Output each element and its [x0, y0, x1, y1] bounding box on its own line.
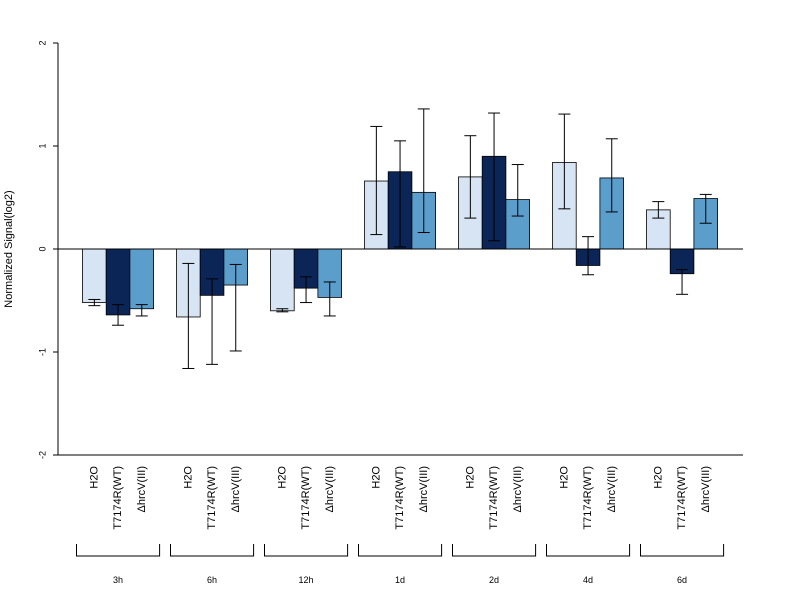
group-bracket — [358, 544, 443, 557]
group-label: 1d — [395, 575, 405, 585]
y-tick-label: 1 — [37, 143, 47, 148]
bar-category-label: H2O — [464, 466, 476, 489]
bar-category-label: T7174R(WT) — [206, 466, 218, 530]
group-bracket — [452, 544, 537, 557]
bar-category-label: T7174R(WT) — [394, 466, 406, 530]
bar-category-label: T7174R(WT) — [676, 466, 688, 530]
group-bracket — [546, 544, 631, 557]
bar-category-label: T7174R(WT) — [300, 466, 312, 530]
bar-category-label: T7174R(WT) — [112, 466, 124, 530]
bar-category-label: ΔhrcV(III) — [606, 466, 618, 512]
y-tick-label: 2 — [37, 40, 47, 45]
bar — [270, 248, 295, 312]
bar — [129, 248, 154, 310]
bar-category-label: H2O — [182, 466, 194, 489]
bar-category-label: H2O — [276, 466, 288, 489]
bars-layer — [58, 108, 743, 369]
bar-category-label: H2O — [652, 466, 664, 489]
y-tick-label: -1 — [37, 348, 47, 356]
bar-category-label: H2O — [558, 466, 570, 489]
group-bracket — [640, 544, 725, 557]
y-axis-title: Normalized Signal(log2) — [3, 190, 15, 307]
y-tick-label: -2 — [37, 451, 47, 459]
group-label: 12h — [299, 575, 314, 585]
group-label: 3h — [113, 575, 123, 585]
group-bracket — [264, 544, 349, 557]
group-label: 6d — [677, 575, 687, 585]
bar-category-label: T7174R(WT) — [582, 466, 594, 530]
bar-category-label: ΔhrcV(III) — [700, 466, 712, 512]
y-tick-label: 0 — [37, 246, 47, 251]
bar-category-label: ΔhrcV(III) — [324, 466, 336, 512]
bar-category-label: H2O — [370, 466, 382, 489]
bar-category-label: T7174R(WT) — [488, 466, 500, 530]
bar-category-label: H2O — [88, 466, 100, 489]
bar-category-label: ΔhrcV(III) — [512, 466, 524, 512]
group-bracket — [76, 544, 161, 557]
group-label: 6h — [207, 575, 217, 585]
bar-category-label: ΔhrcV(III) — [230, 466, 242, 512]
bar-category-label: ΔhrcV(III) — [418, 466, 430, 512]
bar — [82, 248, 107, 303]
group-label: 2d — [489, 575, 499, 585]
group-bracket — [170, 544, 255, 557]
group-label: 4d — [583, 575, 593, 585]
bar-category-label: ΔhrcV(III) — [136, 466, 148, 512]
labels-layer: H2O T7174R(WT) ΔhrcV(III) 3h H2O T7174R(WT) Δh… — [76, 466, 725, 585]
